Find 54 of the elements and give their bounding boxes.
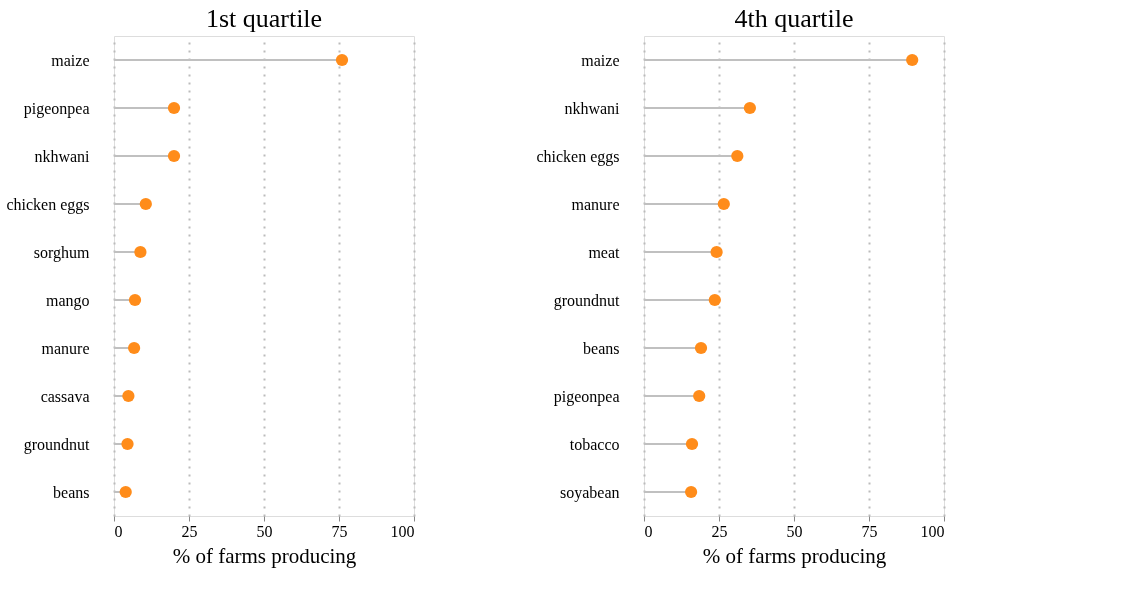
point — [694, 341, 708, 355]
y-tick-label: manure — [571, 195, 620, 213]
y-tick-label: manure — [41, 339, 90, 357]
point — [134, 245, 147, 259]
y-tick-label: beans — [583, 339, 620, 357]
y-tick-label: groundnut — [23, 435, 91, 454]
y-tick-label: sorghum — [33, 243, 91, 262]
x-tick-label: 100 — [390, 522, 415, 540]
y-tick-label: maize — [51, 51, 90, 69]
y-tick-label: tobacco — [569, 435, 620, 453]
x-tick-label: 75 — [861, 522, 878, 540]
x-tick-label: 100 — [920, 522, 945, 540]
point — [127, 341, 141, 355]
y-tick-label: maize — [581, 51, 620, 69]
x-axis-title: % of farms producing — [172, 543, 357, 568]
point — [693, 389, 706, 403]
point — [335, 53, 349, 67]
x-tick-label: 50 — [256, 522, 273, 540]
point — [121, 437, 134, 451]
point — [717, 197, 730, 211]
x-tick-label: 0 — [644, 522, 653, 540]
y-tick-label: cassava — [40, 387, 90, 405]
y-tick-label: meat — [588, 243, 621, 261]
point — [685, 437, 699, 451]
x-tick-label: 50 — [786, 522, 803, 540]
point — [122, 389, 135, 403]
chart-title: 4th quartile — [734, 4, 854, 33]
y-tick-label: soyabean — [559, 483, 620, 502]
x-axis-title: % of farms producing — [702, 543, 887, 568]
y-tick-label: pigeonpea — [23, 99, 90, 118]
y-tick-label: nkhwani — [564, 99, 621, 117]
point — [167, 149, 181, 163]
point — [731, 149, 744, 163]
point — [139, 197, 152, 211]
point — [906, 53, 919, 67]
x-tick-label: 75 — [331, 522, 348, 540]
y-tick-label: beans — [53, 483, 90, 501]
y-tick-label: chicken eggs — [536, 147, 620, 166]
point — [684, 485, 698, 499]
point — [119, 485, 132, 499]
y-tick-label: mango — [45, 291, 90, 310]
y-tick-label: pigeonpea — [553, 387, 620, 406]
y-tick-label: groundnut — [553, 291, 621, 310]
point — [743, 101, 757, 115]
x-tick-label: 0 — [114, 522, 123, 540]
point — [710, 245, 723, 259]
chart-title: 1st quartile — [205, 4, 323, 33]
y-tick-label: chicken eggs — [6, 195, 90, 214]
x-tick-label: 25 — [181, 522, 198, 540]
y-tick-label: nkhwani — [34, 147, 91, 165]
x-tick-label: 25 — [711, 522, 728, 540]
point — [167, 101, 181, 115]
point — [128, 293, 142, 307]
point — [708, 293, 721, 307]
